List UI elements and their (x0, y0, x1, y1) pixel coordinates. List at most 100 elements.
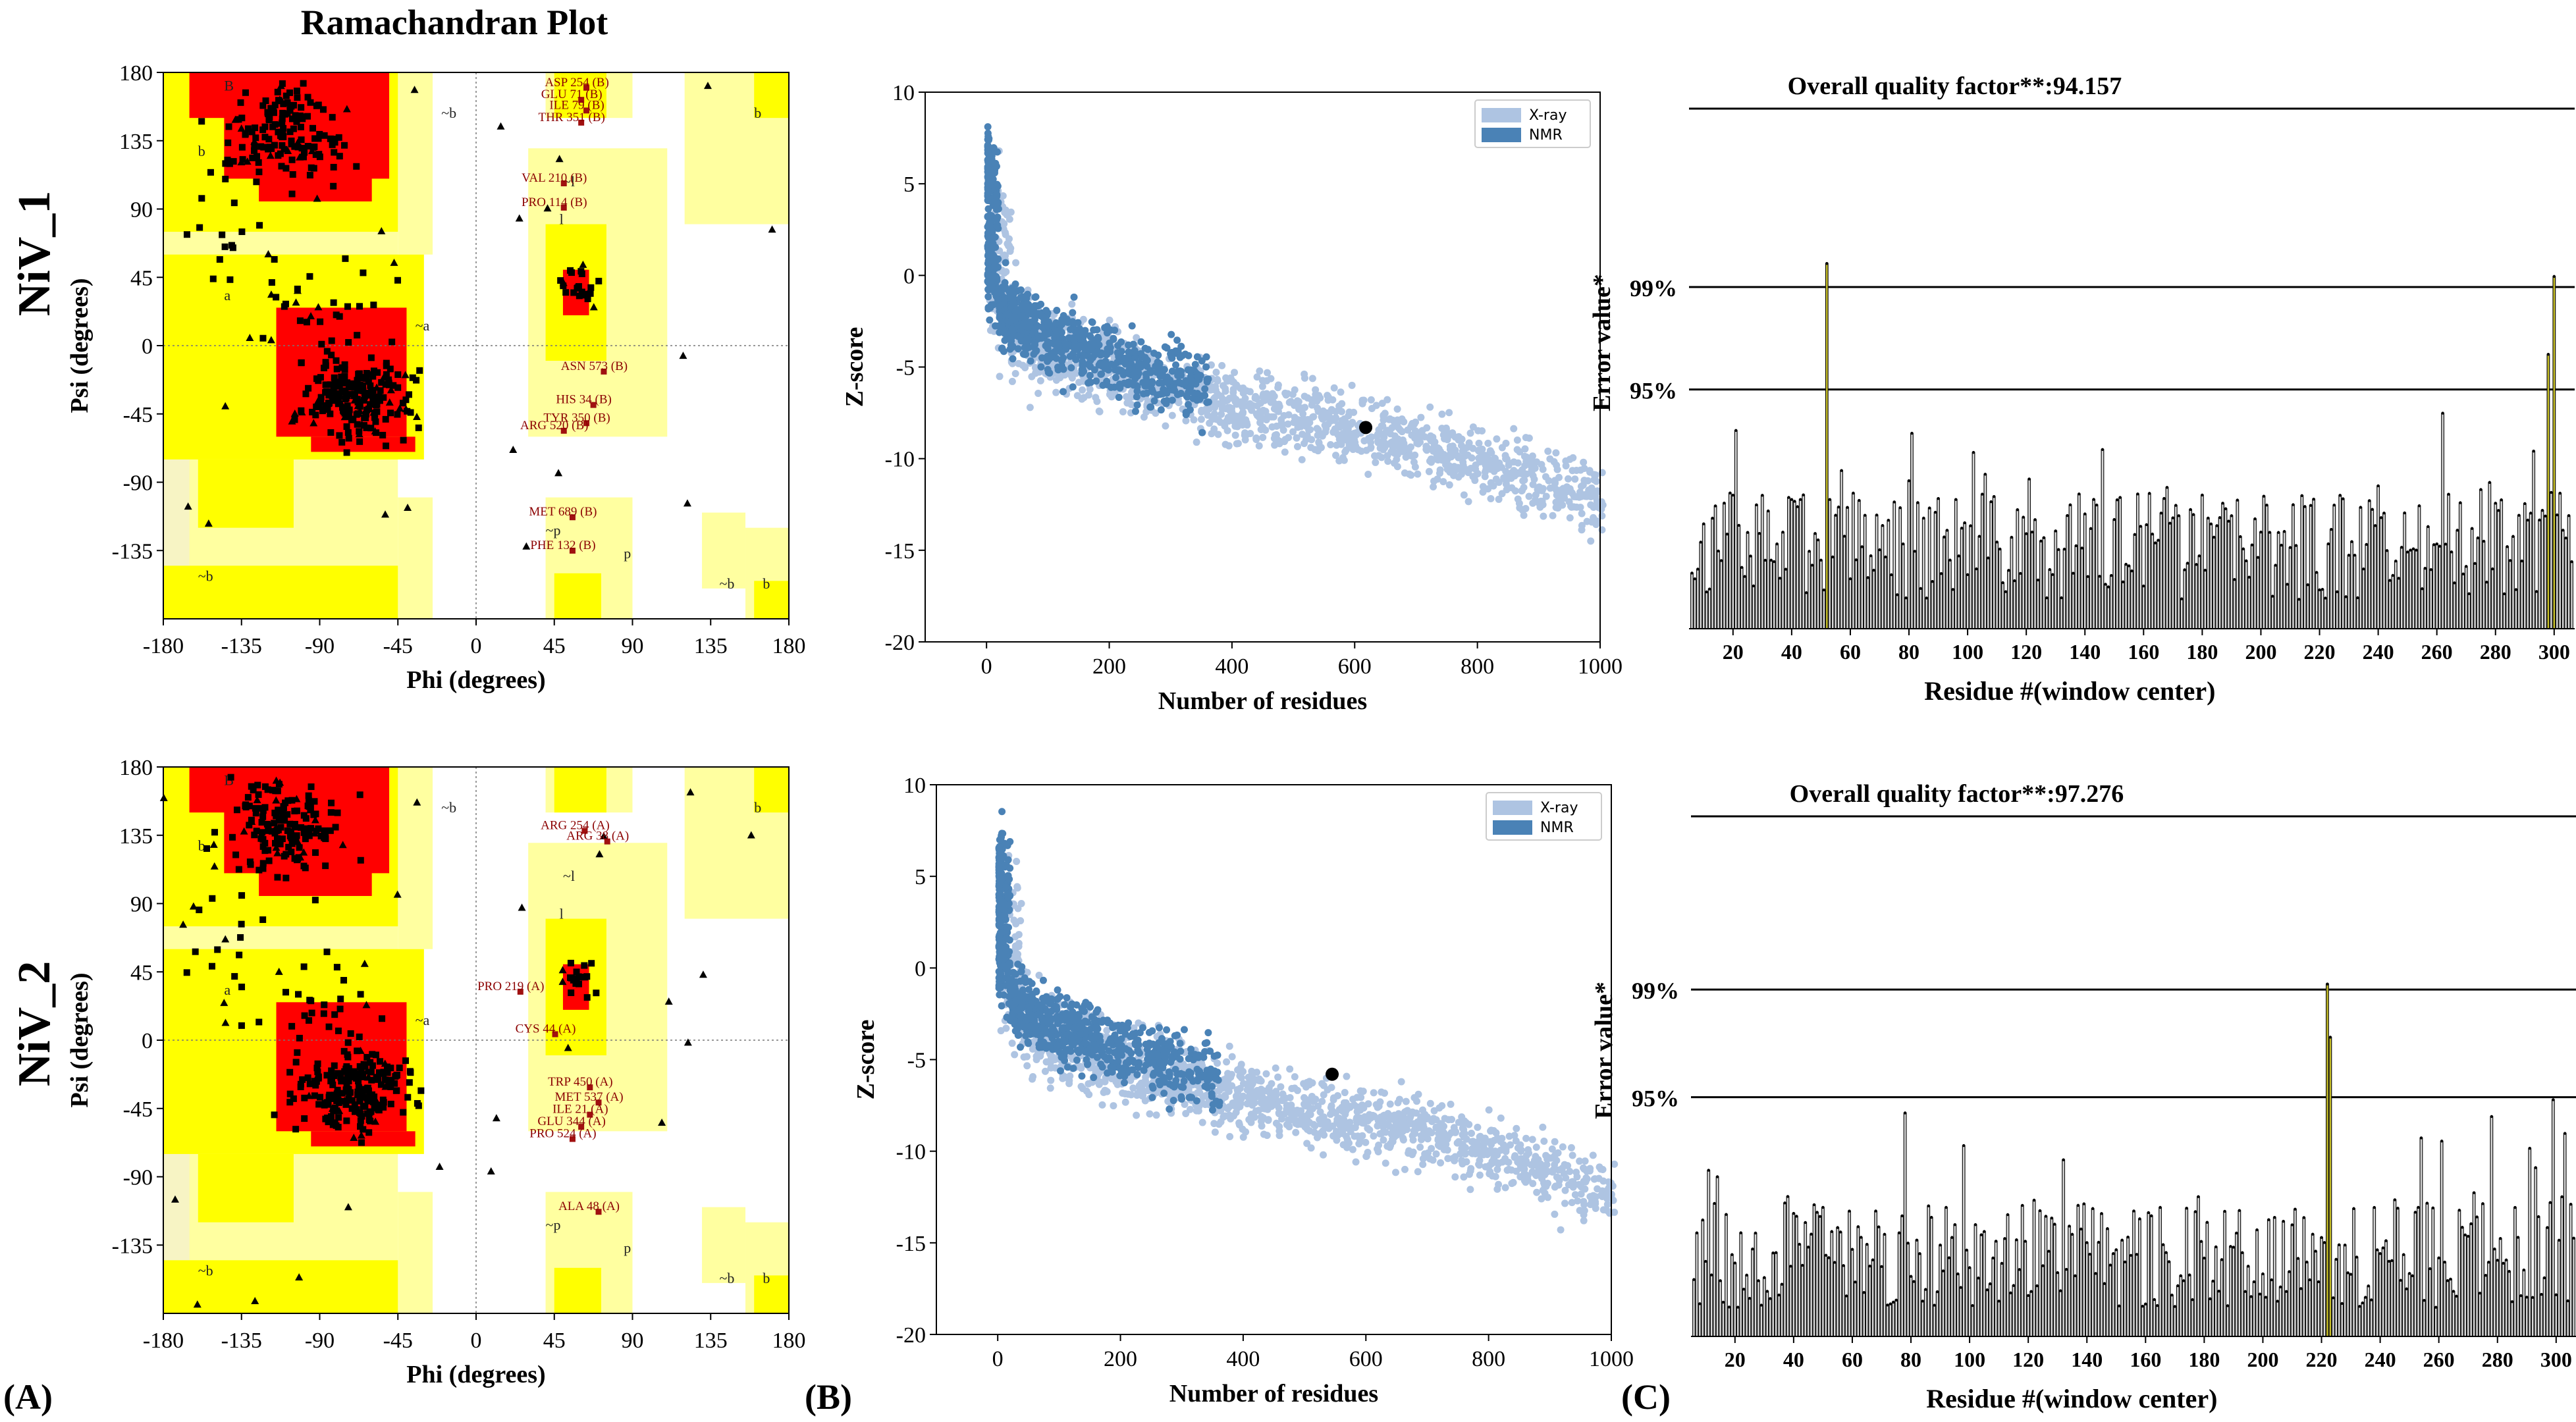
nmr-point (1193, 396, 1201, 404)
nmr-point (1089, 354, 1097, 361)
xray-point (1490, 467, 1498, 475)
residue-point (277, 150, 284, 157)
residue-point (394, 371, 402, 379)
xray-point (1514, 1158, 1522, 1166)
region-label: b (763, 575, 770, 592)
residue-point (278, 163, 285, 170)
residue-point (356, 303, 363, 310)
residue-point (380, 394, 387, 401)
residue-point (328, 799, 335, 806)
y-tick-label: -20 (885, 631, 915, 655)
xray-point (1367, 438, 1375, 446)
glycine-point (246, 334, 254, 342)
residue-point (314, 1068, 321, 1076)
xray-point (1401, 1108, 1409, 1116)
xray-point (999, 192, 1007, 199)
xray-point (1249, 1074, 1257, 1082)
nmr-point (1017, 305, 1025, 313)
xray-point (1182, 417, 1190, 425)
residue-point (250, 787, 257, 794)
residue-point (297, 123, 304, 130)
residue-point (347, 1089, 354, 1096)
xray-point (1432, 1150, 1440, 1158)
glycine-point (221, 1018, 230, 1026)
nmr-point (1038, 313, 1046, 321)
residue-point (400, 1109, 407, 1116)
xray-point (1569, 1151, 1576, 1159)
xray-point (1459, 1131, 1466, 1139)
glycine-point (171, 1195, 179, 1203)
xray-point (1520, 484, 1528, 492)
nmr-point (1142, 379, 1150, 387)
residue-point (209, 275, 217, 282)
nmr-point (984, 146, 992, 154)
residue-point (405, 391, 412, 398)
nmr-point (1124, 354, 1132, 362)
residue-point (264, 109, 271, 116)
residue-point (259, 860, 267, 867)
xray-point (1248, 1067, 1256, 1075)
residue-point (280, 804, 287, 811)
xray-point (1250, 1113, 1258, 1121)
glycine-point (221, 402, 230, 409)
xray-point (1002, 251, 1009, 259)
xray-point (1479, 458, 1487, 466)
xray-point (1395, 1130, 1403, 1138)
residue-point (326, 1092, 333, 1099)
xray-point (1052, 388, 1060, 396)
residue-point (306, 797, 313, 804)
glycine-point (314, 303, 323, 311)
glycine-point (410, 86, 419, 93)
residue-point (322, 362, 329, 369)
residue-point (415, 1102, 422, 1109)
xray-point (1129, 1084, 1137, 1092)
residue-point (286, 820, 294, 828)
xray-point (1314, 404, 1322, 412)
residue-point (282, 989, 290, 996)
residue-point (583, 994, 591, 1001)
residue-point (595, 277, 603, 284)
xray-point (1410, 420, 1418, 428)
residue-point (279, 142, 286, 149)
residue-point (375, 1107, 383, 1114)
xray-point (1611, 1160, 1619, 1168)
residue-point (400, 400, 407, 407)
residue-point (236, 951, 243, 959)
residue-point (254, 781, 261, 789)
residue-point (221, 243, 228, 250)
residue-point (209, 895, 216, 902)
nmr-point (1097, 370, 1105, 378)
outlier-point (560, 427, 567, 434)
residue-point (413, 377, 420, 384)
allowed-region (554, 72, 606, 118)
residue-point (256, 222, 263, 229)
xray-point (1485, 1106, 1493, 1114)
outlier-label: VAL 210 (B) (522, 171, 587, 185)
xray-point (1542, 492, 1550, 500)
glycine-point (515, 214, 523, 222)
residue-point (334, 809, 341, 816)
nmr-point (1023, 294, 1031, 302)
residue-point (402, 396, 410, 404)
residue-point (328, 1067, 335, 1074)
generous-region (702, 512, 746, 589)
xray-point (1078, 395, 1086, 403)
glycine-point (393, 890, 402, 898)
xray-point (1549, 512, 1557, 519)
residue-point (331, 1120, 338, 1127)
residue-point (374, 1101, 381, 1109)
nmr-point (1052, 354, 1060, 362)
xray-point (1314, 1134, 1322, 1142)
xray-point (1248, 406, 1256, 414)
xray-point (1252, 1107, 1260, 1115)
residue-point (343, 449, 350, 456)
xray-point (1493, 435, 1501, 443)
residue-point (276, 817, 283, 824)
residue-point (281, 303, 288, 310)
glycine-point (683, 499, 691, 507)
xray-point (1528, 467, 1536, 475)
residue-point (323, 1072, 331, 1079)
nmr-point (1198, 392, 1206, 400)
nmr-point (1132, 373, 1140, 381)
nmr-point (1185, 352, 1193, 359)
